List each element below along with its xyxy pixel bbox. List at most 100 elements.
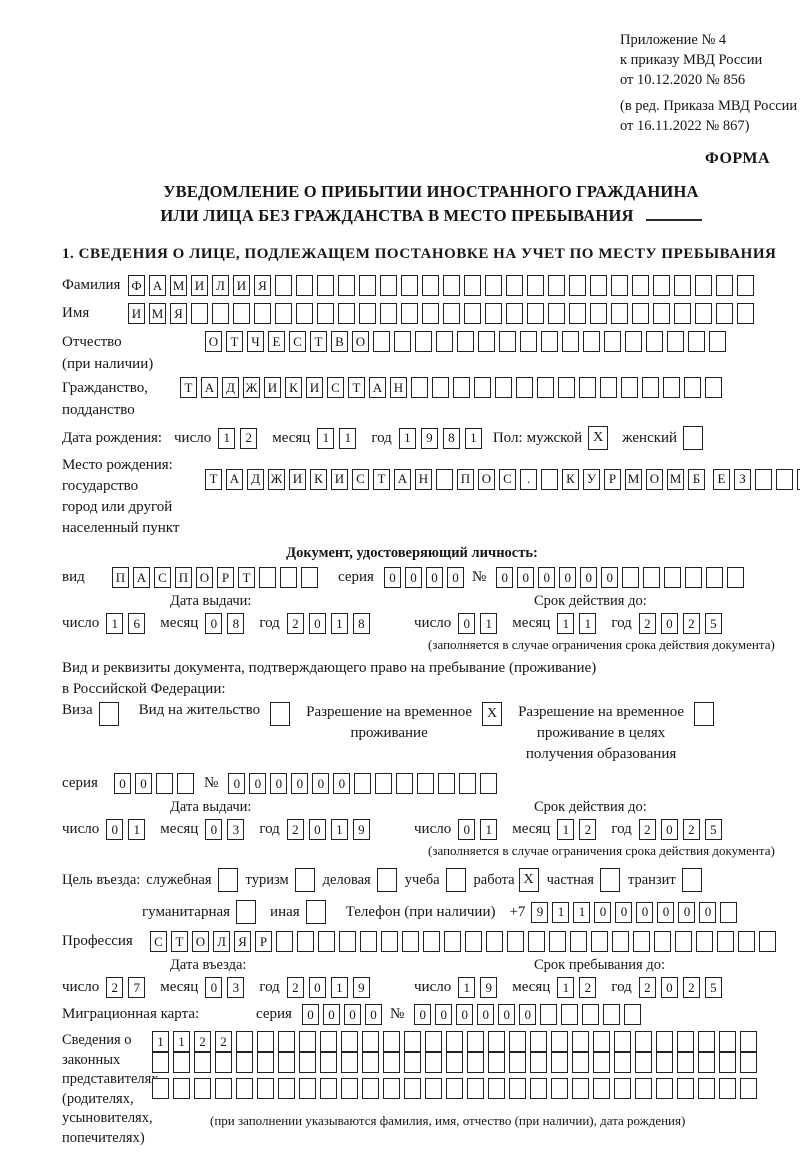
date-cell[interactable]: 1 xyxy=(128,819,146,840)
char-cell[interactable] xyxy=(614,1031,631,1052)
date-cell[interactable]: 0 xyxy=(660,819,678,840)
date-cell[interactable]: 8 xyxy=(442,427,460,449)
char-cell[interactable]: Т xyxy=(373,468,390,490)
char-cell[interactable] xyxy=(737,275,754,296)
char-cell[interactable]: Ж xyxy=(243,377,260,398)
char-cell[interactable] xyxy=(299,1078,316,1099)
char-cell[interactable] xyxy=(506,275,523,296)
char-cell[interactable]: 0 xyxy=(228,773,246,794)
char-cell[interactable]: 0 xyxy=(343,1004,361,1025)
char-cell[interactable] xyxy=(360,931,377,952)
char-cell[interactable] xyxy=(549,931,566,952)
char-cell[interactable] xyxy=(383,1078,400,1099)
date-cell[interactable]: 2 xyxy=(682,977,700,998)
date-cell[interactable]: 0 xyxy=(106,819,124,840)
char-cell[interactable] xyxy=(562,331,579,352)
date-cell[interactable]: 0 xyxy=(660,613,678,634)
char-cell[interactable]: 0 xyxy=(496,567,514,588)
char-cell[interactable] xyxy=(561,1004,579,1025)
char-cell[interactable]: М xyxy=(667,468,684,490)
char-cell[interactable]: А xyxy=(226,468,243,490)
char-cell[interactable]: Т xyxy=(180,377,197,398)
char-cell[interactable]: П xyxy=(457,468,474,490)
char-cell[interactable] xyxy=(212,303,229,324)
char-cell[interactable]: С xyxy=(352,468,369,490)
char-cell[interactable] xyxy=(381,931,398,952)
date-cell[interactable]: 1 xyxy=(557,977,575,998)
char-cell[interactable] xyxy=(612,931,629,952)
char-cell[interactable]: 0 xyxy=(657,901,675,923)
char-cell[interactable] xyxy=(551,1031,568,1052)
char-cell[interactable] xyxy=(425,1031,442,1052)
char-cell[interactable] xyxy=(415,331,432,352)
char-cell[interactable]: М xyxy=(170,275,187,296)
char-cell[interactable]: С xyxy=(289,331,306,352)
char-cell[interactable] xyxy=(654,931,671,952)
char-cell[interactable] xyxy=(572,1031,589,1052)
char-cell[interactable] xyxy=(685,567,703,588)
date-cell[interactable]: 7 xyxy=(128,977,146,998)
purpose-rabota-checkbox[interactable]: X xyxy=(518,868,539,892)
char-cell[interactable]: 0 xyxy=(477,1004,495,1025)
char-cell[interactable] xyxy=(299,1052,316,1073)
char-cell[interactable] xyxy=(509,1031,526,1052)
char-cell[interactable] xyxy=(177,773,194,794)
char-cell[interactable] xyxy=(320,1052,337,1073)
date-cell[interactable]: 0 xyxy=(308,819,326,840)
char-cell[interactable] xyxy=(530,1031,547,1052)
char-cell[interactable]: 0 xyxy=(699,901,717,923)
char-cell[interactable] xyxy=(677,1031,694,1052)
char-cell[interactable] xyxy=(684,377,701,398)
char-cell[interactable] xyxy=(527,303,544,324)
char-cell[interactable] xyxy=(603,1004,621,1025)
date-cell[interactable]: 1 xyxy=(579,613,597,634)
char-cell[interactable] xyxy=(318,931,335,952)
date-cell[interactable]: 2 xyxy=(579,977,597,998)
char-cell[interactable]: 0 xyxy=(414,1004,432,1025)
char-cell[interactable] xyxy=(444,931,461,952)
char-cell[interactable]: У xyxy=(583,468,600,490)
char-cell[interactable]: Е xyxy=(713,468,730,490)
char-cell[interactable] xyxy=(380,303,397,324)
char-cell[interactable] xyxy=(674,275,691,296)
char-cell[interactable]: 2 xyxy=(215,1031,232,1052)
char-cell[interactable]: Я xyxy=(254,275,271,296)
char-cell[interactable] xyxy=(402,931,419,952)
char-cell[interactable] xyxy=(317,303,334,324)
date-cell[interactable]: 9 xyxy=(352,977,370,998)
char-cell[interactable] xyxy=(446,1078,463,1099)
char-cell[interactable] xyxy=(541,468,558,490)
char-cell[interactable] xyxy=(572,1078,589,1099)
date-cell[interactable]: 5 xyxy=(704,613,722,634)
char-cell[interactable] xyxy=(446,1031,463,1052)
char-cell[interactable]: Б xyxy=(688,468,705,490)
char-cell[interactable] xyxy=(383,1052,400,1073)
char-cell[interactable] xyxy=(551,1078,568,1099)
char-cell[interactable]: А xyxy=(133,567,150,588)
char-cell[interactable] xyxy=(191,303,208,324)
char-cell[interactable] xyxy=(643,567,661,588)
char-cell[interactable]: 0 xyxy=(135,773,152,794)
char-cell[interactable]: 0 xyxy=(678,901,696,923)
char-cell[interactable]: О xyxy=(646,468,663,490)
char-cell[interactable] xyxy=(359,303,376,324)
char-cell[interactable] xyxy=(486,931,503,952)
char-cell[interactable] xyxy=(719,1078,736,1099)
temp-permit-checkbox[interactable]: X xyxy=(482,702,503,726)
date-cell[interactable]: 3 xyxy=(227,977,245,998)
edu-permit-checkbox[interactable] xyxy=(694,702,715,726)
char-cell[interactable] xyxy=(509,1052,526,1073)
char-cell[interactable] xyxy=(540,1004,558,1025)
char-cell[interactable] xyxy=(280,567,297,588)
char-cell[interactable]: Н xyxy=(390,377,407,398)
purpose-inaya-checkbox[interactable] xyxy=(305,900,326,924)
char-cell[interactable] xyxy=(233,303,250,324)
char-cell[interactable]: Р xyxy=(255,931,272,952)
char-cell[interactable]: Т xyxy=(226,331,243,352)
char-cell[interactable] xyxy=(464,303,481,324)
char-cell[interactable] xyxy=(528,931,545,952)
char-cell[interactable] xyxy=(633,931,650,952)
char-cell[interactable] xyxy=(438,773,456,794)
char-cell[interactable] xyxy=(635,1078,652,1099)
char-cell[interactable] xyxy=(719,1052,736,1073)
